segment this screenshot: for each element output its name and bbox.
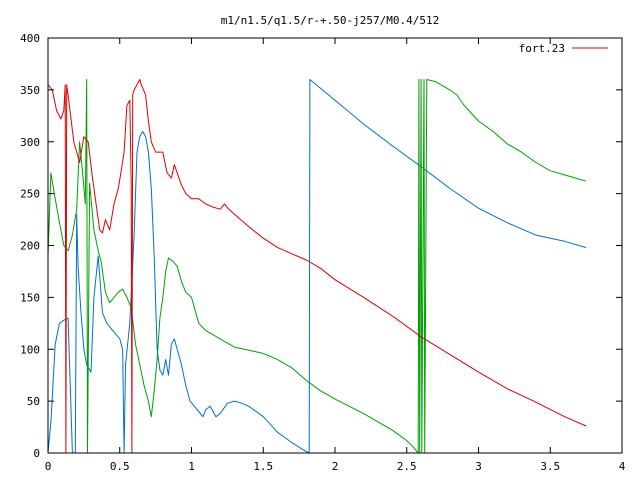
y-tick-label: 250	[20, 188, 40, 201]
axis-layer: 0 0.5 1 1.5 2 2.5 3 3.5 4 0 50 100 150 200 250 300 350 40…	[20, 32, 626, 473]
y-tick-label: 400	[20, 32, 40, 45]
y-tick-label: 50	[27, 395, 40, 408]
y-tick-label: 150	[20, 291, 40, 304]
x-tick-label: 0.5	[110, 460, 130, 473]
y-tick-label: 100	[20, 343, 40, 356]
y-tick-label: 350	[20, 84, 40, 97]
legend-label: fort.23	[519, 42, 565, 55]
legend: fort.23	[519, 42, 608, 55]
chart-title: m1/n1.5/q1.5/r-+.50-j257/M0.4/512	[221, 14, 440, 27]
y-tick-label: 200	[20, 240, 40, 253]
series-layer	[47, 79, 587, 454]
series-line-1	[47, 79, 587, 454]
series-line-0	[47, 79, 587, 454]
series-line-2	[47, 79, 587, 454]
x-tick-label: 0	[45, 460, 52, 473]
x-tick-label: 3	[475, 460, 482, 473]
x-tick-label: 3.5	[540, 460, 560, 473]
x-tick-label: 1	[188, 460, 195, 473]
x-tick-label: 2	[332, 460, 339, 473]
x-tick-label: 2.5	[397, 460, 417, 473]
y-tick-label: 0	[33, 447, 40, 460]
x-tick-label: 4	[619, 460, 626, 473]
y-tick-label: 300	[20, 136, 40, 149]
x-tick-label: 1.5	[253, 460, 273, 473]
